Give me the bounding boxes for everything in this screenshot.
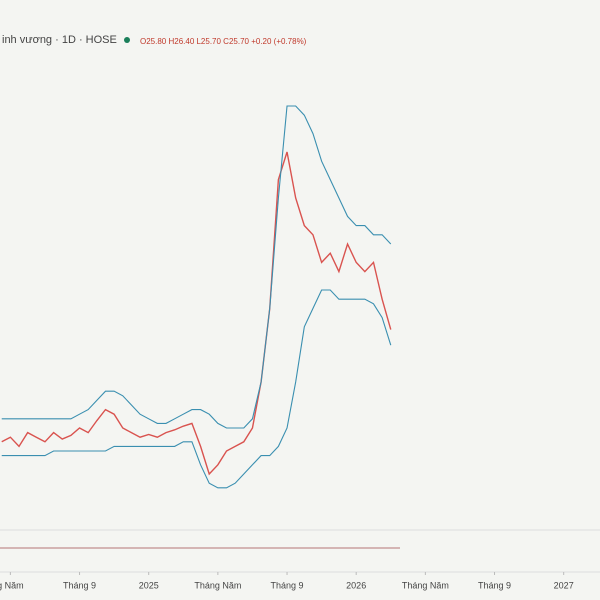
x-tick-label: 2027 (554, 580, 574, 590)
x-tick-label: Tháng Năm (194, 580, 241, 590)
x-tick-label: Tháng Năm (402, 580, 449, 590)
x-tick-label: Tháng 9 (478, 580, 511, 590)
x-tick-label: Tháng 9 (271, 580, 304, 590)
x-tick-label: 2025 (139, 580, 159, 590)
band-line (1, 289, 392, 489)
ohlc-readout: O25.80 H26.40 L25.70 C25.70 +0.20 (+0.78… (140, 37, 307, 46)
band-line (1, 105, 392, 429)
price-line (1, 151, 392, 476)
symbol-title: inh vương · 1D · HOSE (2, 34, 117, 46)
x-tick-label: 2026 (346, 580, 366, 590)
status-dot (124, 37, 130, 43)
x-tick-label: Tháng 9 (63, 580, 96, 590)
x-tick-label: g Năm (0, 580, 24, 590)
